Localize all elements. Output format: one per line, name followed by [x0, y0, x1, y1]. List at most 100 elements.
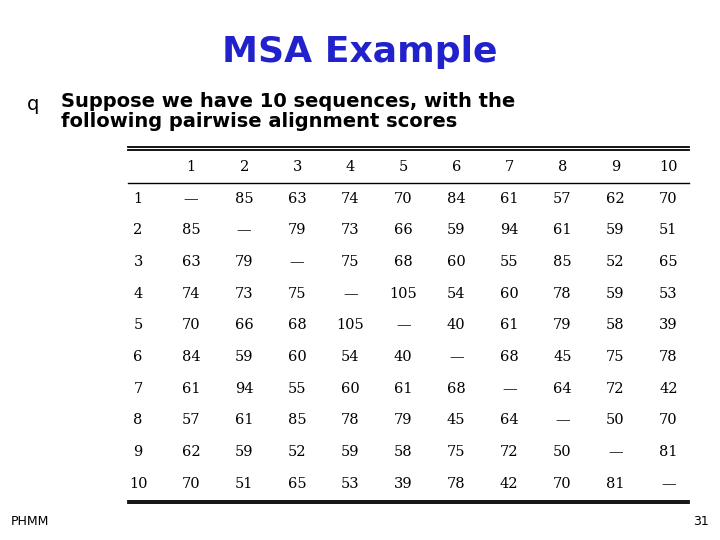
Text: 85: 85 [288, 413, 307, 427]
Text: 57: 57 [182, 413, 200, 427]
Text: 5: 5 [399, 160, 408, 174]
Text: 42: 42 [500, 477, 518, 491]
Text: 42: 42 [659, 382, 678, 396]
Text: 84: 84 [447, 192, 466, 206]
Text: 59: 59 [235, 445, 253, 459]
Text: 64: 64 [553, 382, 572, 396]
Text: 50: 50 [606, 413, 624, 427]
Text: 79: 79 [235, 255, 253, 269]
Text: 63: 63 [181, 255, 200, 269]
Text: 52: 52 [288, 445, 307, 459]
Text: following pairwise alignment scores: following pairwise alignment scores [61, 112, 457, 131]
Text: MSA Example: MSA Example [222, 35, 498, 69]
Text: 66: 66 [235, 319, 253, 332]
Text: 54: 54 [447, 287, 465, 301]
Text: 40: 40 [394, 350, 413, 364]
Text: 75: 75 [288, 287, 307, 301]
Text: —: — [449, 350, 464, 364]
Text: 70: 70 [659, 413, 678, 427]
Text: 81: 81 [659, 445, 678, 459]
Text: 3: 3 [133, 255, 143, 269]
Text: Suppose we have 10 sequences, with the: Suppose we have 10 sequences, with the [61, 92, 516, 111]
Text: —: — [237, 224, 251, 238]
Text: 57: 57 [553, 192, 572, 206]
Text: 53: 53 [659, 287, 678, 301]
Text: 85: 85 [553, 255, 572, 269]
Text: 51: 51 [659, 224, 678, 238]
Text: —: — [396, 319, 410, 332]
Text: 1: 1 [133, 192, 143, 206]
Text: 65: 65 [288, 477, 307, 491]
Text: 6: 6 [451, 160, 461, 174]
Text: 70: 70 [182, 319, 200, 332]
Text: 58: 58 [394, 445, 413, 459]
Text: 2: 2 [133, 224, 143, 238]
Text: 45: 45 [447, 413, 465, 427]
Text: 74: 74 [341, 192, 359, 206]
Text: —: — [343, 287, 358, 301]
Text: 78: 78 [341, 413, 359, 427]
Text: 75: 75 [606, 350, 624, 364]
Text: 70: 70 [659, 192, 678, 206]
Text: 61: 61 [235, 413, 253, 427]
Text: 94: 94 [500, 224, 518, 238]
Text: 58: 58 [606, 319, 624, 332]
Text: 8: 8 [133, 413, 143, 427]
Text: 73: 73 [235, 287, 253, 301]
Text: 61: 61 [500, 192, 518, 206]
Text: 75: 75 [341, 255, 359, 269]
Text: 61: 61 [553, 224, 572, 238]
Text: 60: 60 [288, 350, 307, 364]
Text: 60: 60 [447, 255, 466, 269]
Text: 51: 51 [235, 477, 253, 491]
Text: 72: 72 [606, 382, 624, 396]
Text: 5: 5 [133, 319, 143, 332]
Text: 62: 62 [606, 192, 624, 206]
Text: —: — [555, 413, 570, 427]
Text: 53: 53 [341, 477, 359, 491]
Text: 9: 9 [133, 445, 143, 459]
Text: 61: 61 [500, 319, 518, 332]
Text: 39: 39 [659, 319, 678, 332]
Text: 3: 3 [292, 160, 302, 174]
Text: 52: 52 [606, 255, 624, 269]
Text: 75: 75 [447, 445, 465, 459]
Text: 78: 78 [447, 477, 466, 491]
Text: 61: 61 [394, 382, 413, 396]
Text: 9: 9 [611, 160, 620, 174]
Text: 59: 59 [235, 350, 253, 364]
Text: 61: 61 [182, 382, 200, 396]
Text: —: — [290, 255, 305, 269]
Text: 79: 79 [288, 224, 307, 238]
Text: 68: 68 [500, 350, 518, 364]
Text: 7: 7 [505, 160, 514, 174]
Text: 2: 2 [240, 160, 249, 174]
Text: 55: 55 [500, 255, 518, 269]
Text: 85: 85 [182, 224, 200, 238]
Text: 68: 68 [447, 382, 466, 396]
Text: 40: 40 [447, 319, 466, 332]
Text: 79: 79 [553, 319, 572, 332]
Text: 1: 1 [186, 160, 196, 174]
Text: —: — [184, 192, 199, 206]
Text: 94: 94 [235, 382, 253, 396]
Text: 10: 10 [129, 477, 148, 491]
Text: 55: 55 [288, 382, 307, 396]
Text: 39: 39 [394, 477, 413, 491]
Text: 64: 64 [500, 413, 518, 427]
Text: 54: 54 [341, 350, 359, 364]
Text: 59: 59 [606, 287, 624, 301]
Text: 70: 70 [182, 477, 200, 491]
Text: 10: 10 [659, 160, 678, 174]
Text: 59: 59 [341, 445, 359, 459]
Text: 105: 105 [336, 319, 364, 332]
Text: 78: 78 [553, 287, 572, 301]
Text: 74: 74 [182, 287, 200, 301]
Text: 70: 70 [553, 477, 572, 491]
Text: 84: 84 [182, 350, 200, 364]
Text: —: — [661, 477, 675, 491]
Text: 6: 6 [133, 350, 143, 364]
Text: 85: 85 [235, 192, 253, 206]
Text: 68: 68 [288, 319, 307, 332]
Text: 8: 8 [557, 160, 567, 174]
